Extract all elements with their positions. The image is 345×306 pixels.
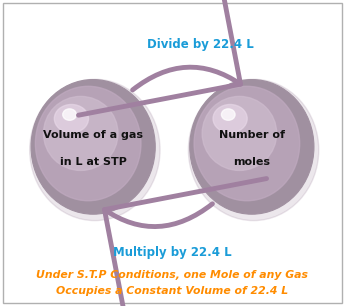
Ellipse shape (30, 79, 160, 221)
Ellipse shape (36, 86, 141, 201)
Text: Volume of a gas: Volume of a gas (43, 130, 143, 140)
Text: moles: moles (233, 157, 270, 167)
Text: Under S.T.P Conditions, one Mole of any Gas: Under S.T.P Conditions, one Mole of any … (37, 271, 308, 280)
Text: in L at STP: in L at STP (60, 157, 127, 167)
Ellipse shape (190, 80, 314, 214)
Text: Occupies a Constant Volume of 22.4 L: Occupies a Constant Volume of 22.4 L (57, 286, 288, 296)
FancyArrowPatch shape (105, 179, 267, 306)
Ellipse shape (31, 80, 155, 214)
Text: Divide by 22.4 L: Divide by 22.4 L (147, 38, 254, 51)
Ellipse shape (194, 86, 300, 201)
Ellipse shape (55, 104, 88, 133)
Ellipse shape (63, 109, 76, 120)
Ellipse shape (221, 109, 235, 120)
Ellipse shape (213, 104, 247, 133)
Ellipse shape (202, 96, 277, 170)
Text: Multiply by 22.4 L: Multiply by 22.4 L (113, 246, 232, 259)
Ellipse shape (43, 96, 118, 170)
Ellipse shape (188, 79, 319, 221)
Text: Number of: Number of (219, 130, 285, 140)
FancyArrowPatch shape (78, 0, 240, 115)
